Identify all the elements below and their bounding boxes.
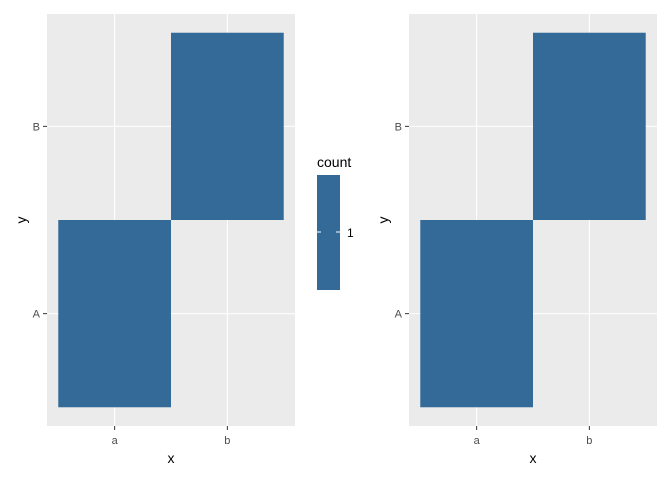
heatmap-cell-a-A — [58, 220, 171, 408]
x-axis-title: x — [168, 450, 175, 466]
x-tick-label: a — [474, 435, 481, 447]
x-tick-label: b — [586, 435, 592, 447]
y-axis-title: y — [375, 217, 391, 224]
heatmap-cell-b-B — [533, 32, 646, 221]
x-tick-label: a — [112, 435, 119, 447]
y-tick-label: A — [33, 309, 41, 321]
heatmap-cell-a-A — [420, 220, 533, 408]
legend-colorbar — [317, 175, 340, 290]
y-tick-label: B — [33, 121, 40, 133]
x-tick-label: b — [224, 435, 230, 447]
x-axis-title: x — [530, 450, 537, 466]
y-tick-label: A — [395, 309, 403, 321]
color-legend: count 1 — [317, 154, 354, 290]
y-tick-label: B — [395, 121, 402, 133]
legend-title: count — [317, 154, 351, 170]
heatmap-cells — [58, 32, 284, 408]
y-axis-ticks: AB — [33, 121, 47, 321]
y-axis-title: y — [13, 217, 29, 224]
y-axis-ticks: AB — [395, 121, 409, 321]
heatmap-cells — [420, 32, 646, 408]
legend-tick-label: 1 — [347, 226, 354, 240]
heatmap-cell-b-B — [171, 32, 284, 221]
